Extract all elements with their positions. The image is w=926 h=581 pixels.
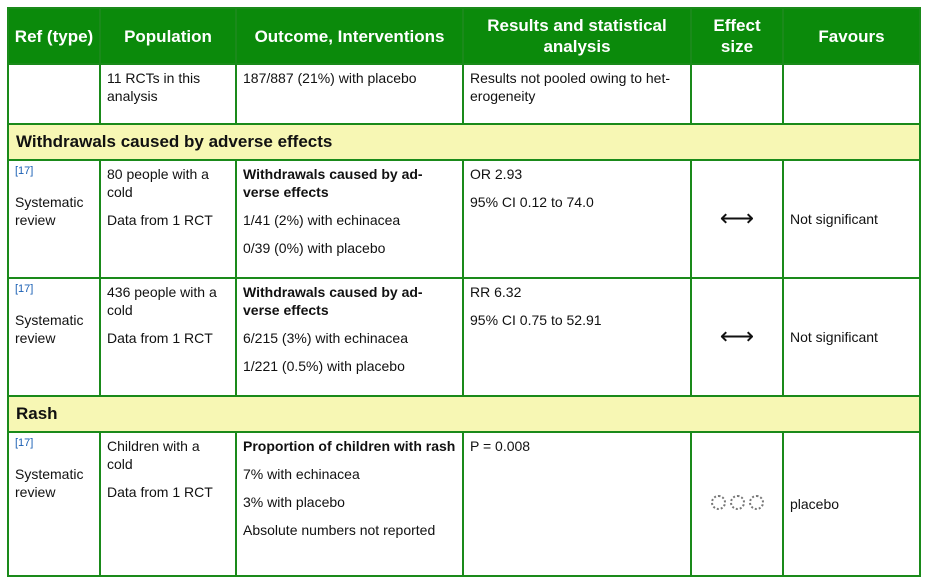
ref-type: Systematic review — [15, 194, 84, 228]
header-results: Results and statistical analysis — [462, 7, 692, 65]
outcome-title: Withdrawals caused by ad-verse effects — [243, 166, 423, 200]
cell-favours: Not significant — [782, 159, 921, 279]
outcome-line: 6/215 (3%) with echinacea — [243, 330, 408, 346]
population-text: Children with a cold — [107, 438, 200, 472]
outcome-line: 0/39 (0%) with placebo — [243, 240, 386, 256]
header-row: Ref (type) Population Outcome, Intervent… — [7, 7, 921, 65]
section-heading-rash: Rash — [7, 395, 921, 433]
cell-ref: [17] Systematic review — [7, 159, 101, 279]
table-row: 11 RCTs in this analysis 187/887 (21%) w… — [7, 63, 921, 125]
outcome-line: 1/221 (0.5%) with placebo — [243, 358, 405, 374]
population-text: 436 people with a cold — [107, 284, 217, 318]
header-favours: Favours — [782, 7, 921, 65]
header-effect-size: Effect size — [690, 7, 784, 65]
double-arrow-icon: ⟷ — [719, 205, 755, 232]
cell-outcome: Withdrawals caused by ad-verse effects 6… — [235, 277, 464, 397]
cell-outcome: Withdrawals caused by ad-verse effects 1… — [235, 159, 464, 279]
cell-population: 80 people with a cold Data from 1 RCT — [99, 159, 237, 279]
header-ref: Ref (type) — [7, 7, 101, 65]
section-row: Rash — [7, 395, 921, 433]
outcome-title: Proportion of children with rash — [243, 438, 456, 454]
result-line: OR 2.93 — [470, 166, 523, 182]
reference-link[interactable]: [17] — [15, 165, 34, 177]
cell-ref: [17] Systematic review — [7, 431, 101, 577]
table-row: [17] Systematic review 80 people with a … — [7, 159, 921, 279]
empty-circle-icon — [748, 494, 764, 510]
outcome-title: Withdrawals caused by ad-verse effects — [243, 284, 423, 318]
outcome-line: Absolute numbers not reported — [243, 522, 436, 538]
empty-circle-icon — [729, 494, 745, 510]
cell-favours: placebo — [782, 431, 921, 577]
outcome-line: 1/41 (2%) with echinacea — [243, 212, 401, 228]
population-text: 80 people with a cold — [107, 166, 209, 200]
table-row: [17] Systematic review 436 people with a… — [7, 277, 921, 397]
population-data: Data from 1 RCT — [107, 330, 213, 346]
cell-effect: ⟷ — [690, 277, 784, 397]
evidence-table: Ref (type) Population Outcome, Intervent… — [7, 7, 921, 577]
population-data: Data from 1 RCT — [107, 212, 213, 228]
header-population: Population — [99, 7, 237, 65]
section-heading-withdrawals: Withdrawals caused by adverse effects — [7, 123, 921, 161]
cell-results: RR 6.32 95% CI 0.75 to 52.91 — [462, 277, 692, 397]
cell-effect — [690, 431, 784, 577]
header-outcome: Outcome, Interventions — [235, 7, 464, 65]
cell-favours: Not significant — [782, 277, 921, 397]
reference-link[interactable]: [17] — [15, 283, 34, 295]
ref-type: Systematic review — [15, 312, 84, 346]
cell-outcome: 187/887 (21%) with placebo — [235, 63, 464, 125]
result-line: 95% CI 0.12 to 74.0 — [470, 194, 594, 210]
cell-outcome: Proportion of children with rash 7% with… — [235, 431, 464, 577]
empty-circle-icon — [710, 494, 726, 510]
cell-population: Children with a cold Data from 1 RCT — [99, 431, 237, 577]
result-line: 95% CI 0.75 to 52.91 — [470, 312, 602, 328]
cell-results: Results not pooled owing to het-erogenei… — [462, 63, 692, 125]
result-line: RR 6.32 — [470, 284, 522, 300]
ref-type: Systematic review — [15, 466, 84, 500]
population-data: Data from 1 RCT — [107, 484, 213, 500]
cell-results: P = 0.008 — [462, 431, 692, 577]
evidence-table-container: Ref (type) Population Outcome, Intervent… — [7, 7, 921, 577]
cell-population: 11 RCTs in this analysis — [99, 63, 237, 125]
cell-favours — [782, 63, 921, 125]
cell-effect: ⟷ — [690, 159, 784, 279]
cell-effect — [690, 63, 784, 125]
cell-ref — [7, 63, 101, 125]
double-arrow-icon: ⟷ — [719, 323, 755, 350]
cell-population: 436 people with a cold Data from 1 RCT — [99, 277, 237, 397]
cell-ref: [17] Systematic review — [7, 277, 101, 397]
section-row: Withdrawals caused by adverse effects — [7, 123, 921, 161]
outcome-line: 7% with echinacea — [243, 466, 360, 482]
outcome-line: 3% with placebo — [243, 494, 345, 510]
reference-link[interactable]: [17] — [15, 437, 34, 449]
three-empty-circles-icon — [710, 494, 764, 510]
cell-results: OR 2.93 95% CI 0.12 to 74.0 — [462, 159, 692, 279]
table-row: [17] Systematic review Children with a c… — [7, 431, 921, 577]
result-line: P = 0.008 — [470, 438, 531, 454]
